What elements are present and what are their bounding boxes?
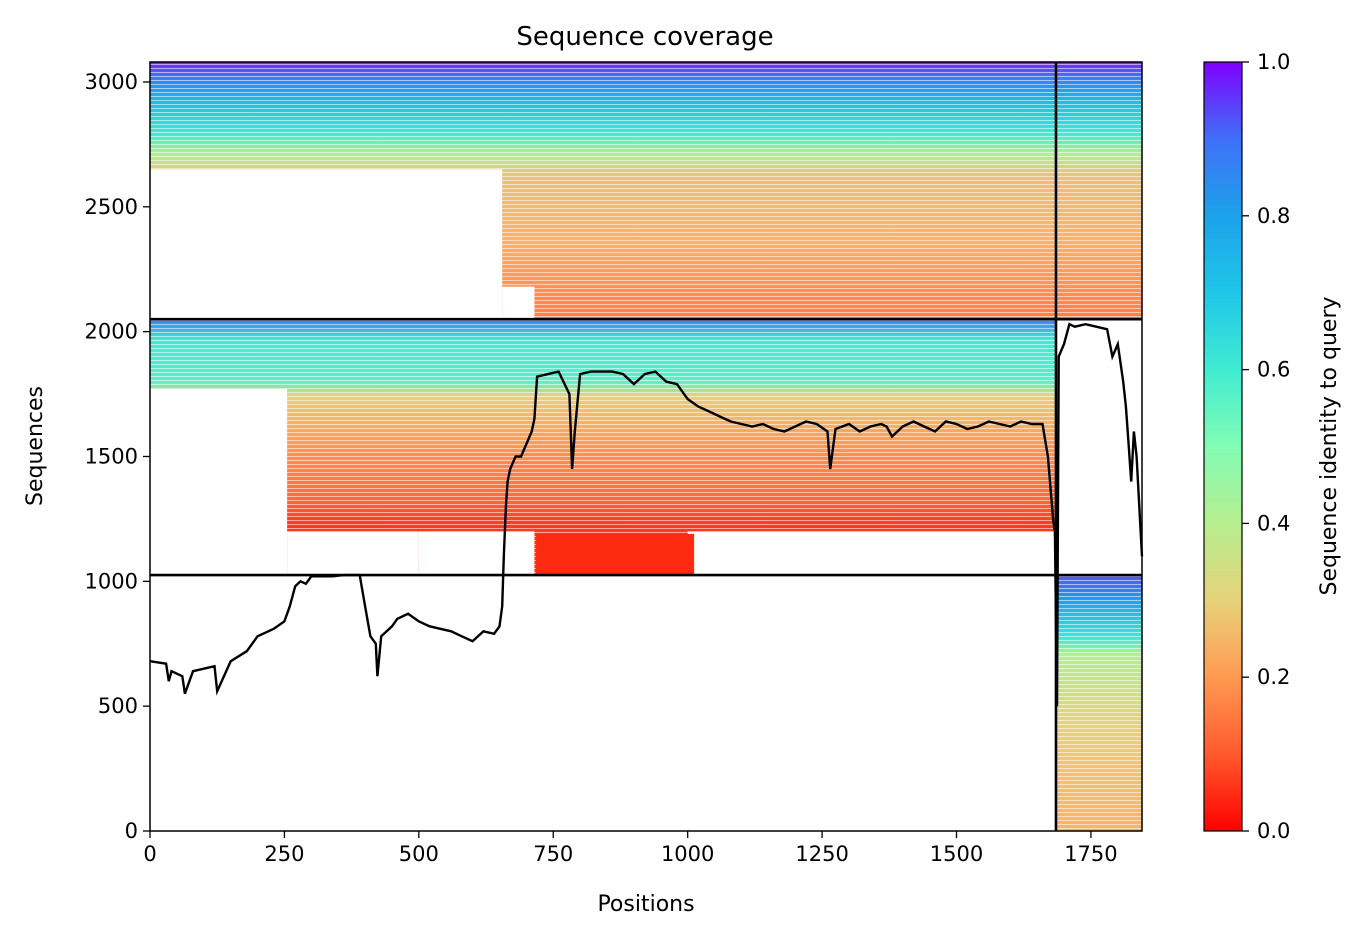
- x-tick-label: 500: [399, 842, 439, 866]
- x-tick-label: 1750: [1064, 842, 1117, 866]
- uncovered-region: [150, 169, 503, 320]
- x-tick-label: 0: [143, 842, 156, 866]
- uncovered-region: [287, 531, 419, 576]
- x-axis-label: Positions: [597, 892, 694, 917]
- colorbar-axis: 0.0 0.2 0.4 0.6 0.8 1.0: [1242, 50, 1290, 843]
- x-axis: 0 250 500 750 1000 1250 1500 1750: [143, 831, 1118, 866]
- x-tick-label: 1000: [661, 842, 714, 866]
- heatmap-block-1-texture: [1055, 575, 1142, 831]
- y-tick-label: 1000: [85, 569, 138, 593]
- y-tick-label: 500: [98, 694, 138, 718]
- y-tick-label: 3000: [85, 70, 138, 94]
- colorbar-tick-label: 0.0: [1257, 819, 1290, 843]
- y-axis: 0 500 1000 1500 2000 2500 3000: [85, 70, 150, 843]
- coverage-line: [149, 322, 1144, 707]
- chart-title: Sequence coverage: [516, 22, 773, 52]
- colorbar: [1203, 61, 1243, 832]
- x-tick-label: 250: [264, 842, 304, 866]
- colorbar-tick-label: 1.0: [1257, 50, 1290, 74]
- uncovered-region: [150, 389, 288, 576]
- colorbar-tick-label: 0.8: [1257, 204, 1290, 228]
- y-tick-label: 2500: [85, 195, 138, 219]
- y-tick-label: 2000: [85, 320, 138, 344]
- y-tick-label: 0: [125, 819, 138, 843]
- y-axis-label: Sequences: [23, 386, 48, 506]
- colorbar-tick-label: 0.2: [1257, 665, 1290, 689]
- colorbar-tick-label: 0.4: [1257, 511, 1290, 535]
- y-tick-label: 1500: [85, 444, 138, 468]
- uncovered-region: [687, 531, 1056, 576]
- uncovered-region: [418, 531, 535, 576]
- coverage-heatmap: [150, 62, 1142, 831]
- x-tick-label: 750: [533, 842, 573, 866]
- x-tick-label: 1500: [930, 842, 983, 866]
- x-tick-label: 1250: [795, 842, 848, 866]
- colorbar-tick-label: 0.6: [1257, 358, 1290, 382]
- plot-frame: [149, 61, 1143, 832]
- uncovered-region: [502, 286, 535, 320]
- colorbar-label: Sequence identity to query: [1317, 296, 1342, 595]
- low-identity-patch: [536, 533, 695, 576]
